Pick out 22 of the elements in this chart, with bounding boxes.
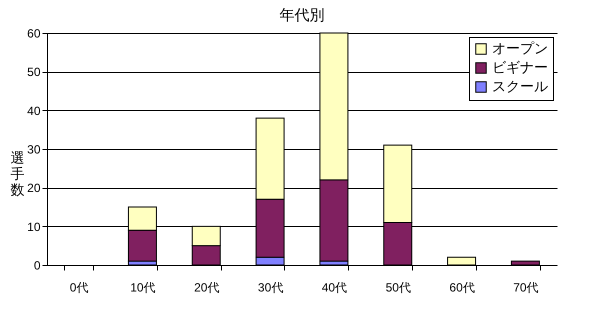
x-tick-label: 10代 [130, 280, 156, 294]
y-tick-label: 20 [27, 181, 41, 196]
legend-label: スクール [492, 78, 548, 94]
y-tick-label: 40 [27, 104, 41, 118]
x-tick-label: 60代 [449, 280, 475, 294]
y-tick-label: 50 [27, 65, 41, 80]
bar [447, 256, 476, 266]
x-tick-label: 30代 [258, 280, 284, 294]
bar [510, 260, 540, 266]
y-tick-label: 10 [27, 220, 41, 234]
y-tick-label: 0 [34, 258, 41, 272]
chart-title: 年代別 [280, 7, 324, 24]
x-tick-label: 50代 [386, 280, 411, 294]
x-tick-label: 70代 [513, 280, 539, 294]
x-tick-label: 20代 [194, 280, 220, 294]
legend-label: オープン [492, 40, 548, 56]
x-tick-label: 0代 [70, 280, 88, 294]
x-tick-label: 40代 [322, 280, 348, 294]
y-axis-title: 選手数 [10, 150, 24, 198]
y-tick-label: 60 [27, 26, 41, 40]
legend-label: ビギナー [492, 59, 548, 75]
y-tick-label: 30 [27, 142, 41, 156]
